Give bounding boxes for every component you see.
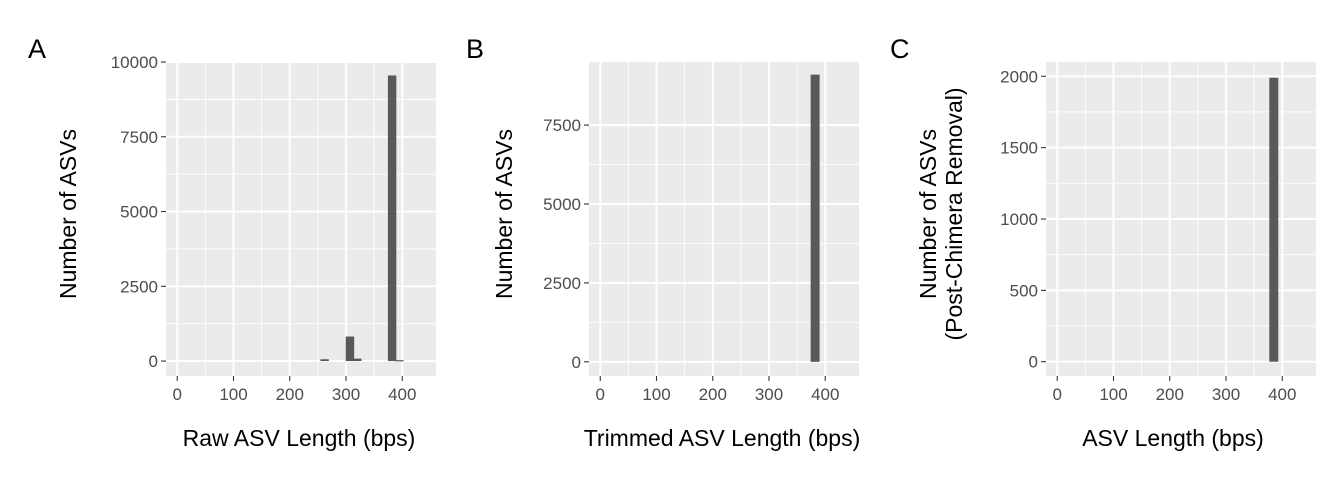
panel-a-y-axis-title: Number of ASVs (55, 129, 81, 299)
panel-a-bar (320, 359, 329, 362)
panel-c-plot: 0 100 200 300 400 0 500 1000 1500 2000 (1000, 62, 1316, 404)
panel-a-x-tick-label: 400 (388, 385, 416, 404)
panel-c-x-tick-label: 400 (1268, 385, 1296, 404)
panel-c-x-tick-label: 0 (1053, 385, 1062, 404)
panel-a-x-tick-label: 200 (276, 385, 304, 404)
panel-c-y-tick-label: 500 (1010, 281, 1038, 300)
panel-b-plot: 0 100 200 300 400 0 2500 5000 7500 (543, 62, 859, 404)
panel-c-y-tick-label: 2000 (1000, 67, 1038, 86)
panel-a-x-tick-label: 100 (219, 385, 247, 404)
panel-b-letter: B (466, 34, 484, 64)
panel-b-y-axis-title: Number of ASVs (491, 129, 517, 299)
panel-a-y-tick-label: 5000 (120, 203, 158, 222)
panel-b: B 0 100 200 300 400 0 2500 5000 7500 Trimmed ASV… (466, 34, 860, 451)
panel-b-y-tick-label: 2500 (543, 274, 581, 293)
panel-a-y-tick-label: 0 (149, 352, 158, 371)
panel-b-y-tick-label: 5000 (543, 195, 581, 214)
panel-a-x-axis-title: Raw ASV Length (bps) (183, 425, 416, 451)
panel-b-x-tick-label: 100 (642, 385, 670, 404)
panel-a-bar (353, 358, 362, 362)
panel-b-x-tick-label: 0 (596, 385, 605, 404)
panel-c-bar (1269, 77, 1279, 362)
panel-b-x-axis-title: Trimmed ASV Length (bps) (584, 425, 861, 451)
panel-a-plot: 0 100 200 300 400 0 2500 5000 7500 10000 (111, 53, 436, 404)
panel-b-x-tick-label: 300 (755, 385, 783, 404)
panel-b-x-tick-label: 400 (811, 385, 839, 404)
panel-b-x-tick-label: 200 (699, 385, 727, 404)
panel-b-y-tick-label: 0 (572, 353, 581, 372)
panel-c-y-tick-label: 1000 (1000, 210, 1038, 229)
panel-c-y-axis-title-line-1: Number of ASVs (915, 129, 941, 299)
panel-a-bar (395, 360, 404, 362)
panel-b-y-tick-label: 7500 (543, 116, 581, 135)
panel-a-y-tick-label: 2500 (120, 277, 158, 296)
panel-a-bar (345, 336, 355, 362)
panel-a-bar (387, 75, 397, 362)
panel-a: A 0 100 200 300 400 0 2500 5000 7500 10000 Raw AS… (28, 34, 436, 451)
panel-a-y-tick-label: 7500 (120, 128, 158, 147)
panel-a-y-tick-label: 10000 (111, 53, 158, 72)
panel-c-y-tick-label: 1500 (1000, 139, 1038, 158)
panel-c-x-tick-label: 300 (1212, 385, 1240, 404)
panel-b-bar (810, 74, 820, 362)
panel-c-x-tick-label: 100 (1099, 385, 1127, 404)
panel-c-x-tick-label: 200 (1156, 385, 1184, 404)
panel-a-x-tick-label: 0 (173, 385, 182, 404)
panel-a-letter: A (28, 34, 46, 64)
panel-a-x-tick-label: 300 (332, 385, 360, 404)
panel-c-y-tick-label: 0 (1029, 353, 1038, 372)
panel-c-letter: C (890, 34, 910, 64)
panel-c: C 0 100 200 300 400 0 500 1000 1500 2000 ASV Leng… (890, 34, 1316, 451)
panel-c-y-axis-title-line-2: (Post-Chimera Removal) (941, 87, 967, 340)
panel-c-x-axis-title: ASV Length (bps) (1082, 425, 1264, 451)
